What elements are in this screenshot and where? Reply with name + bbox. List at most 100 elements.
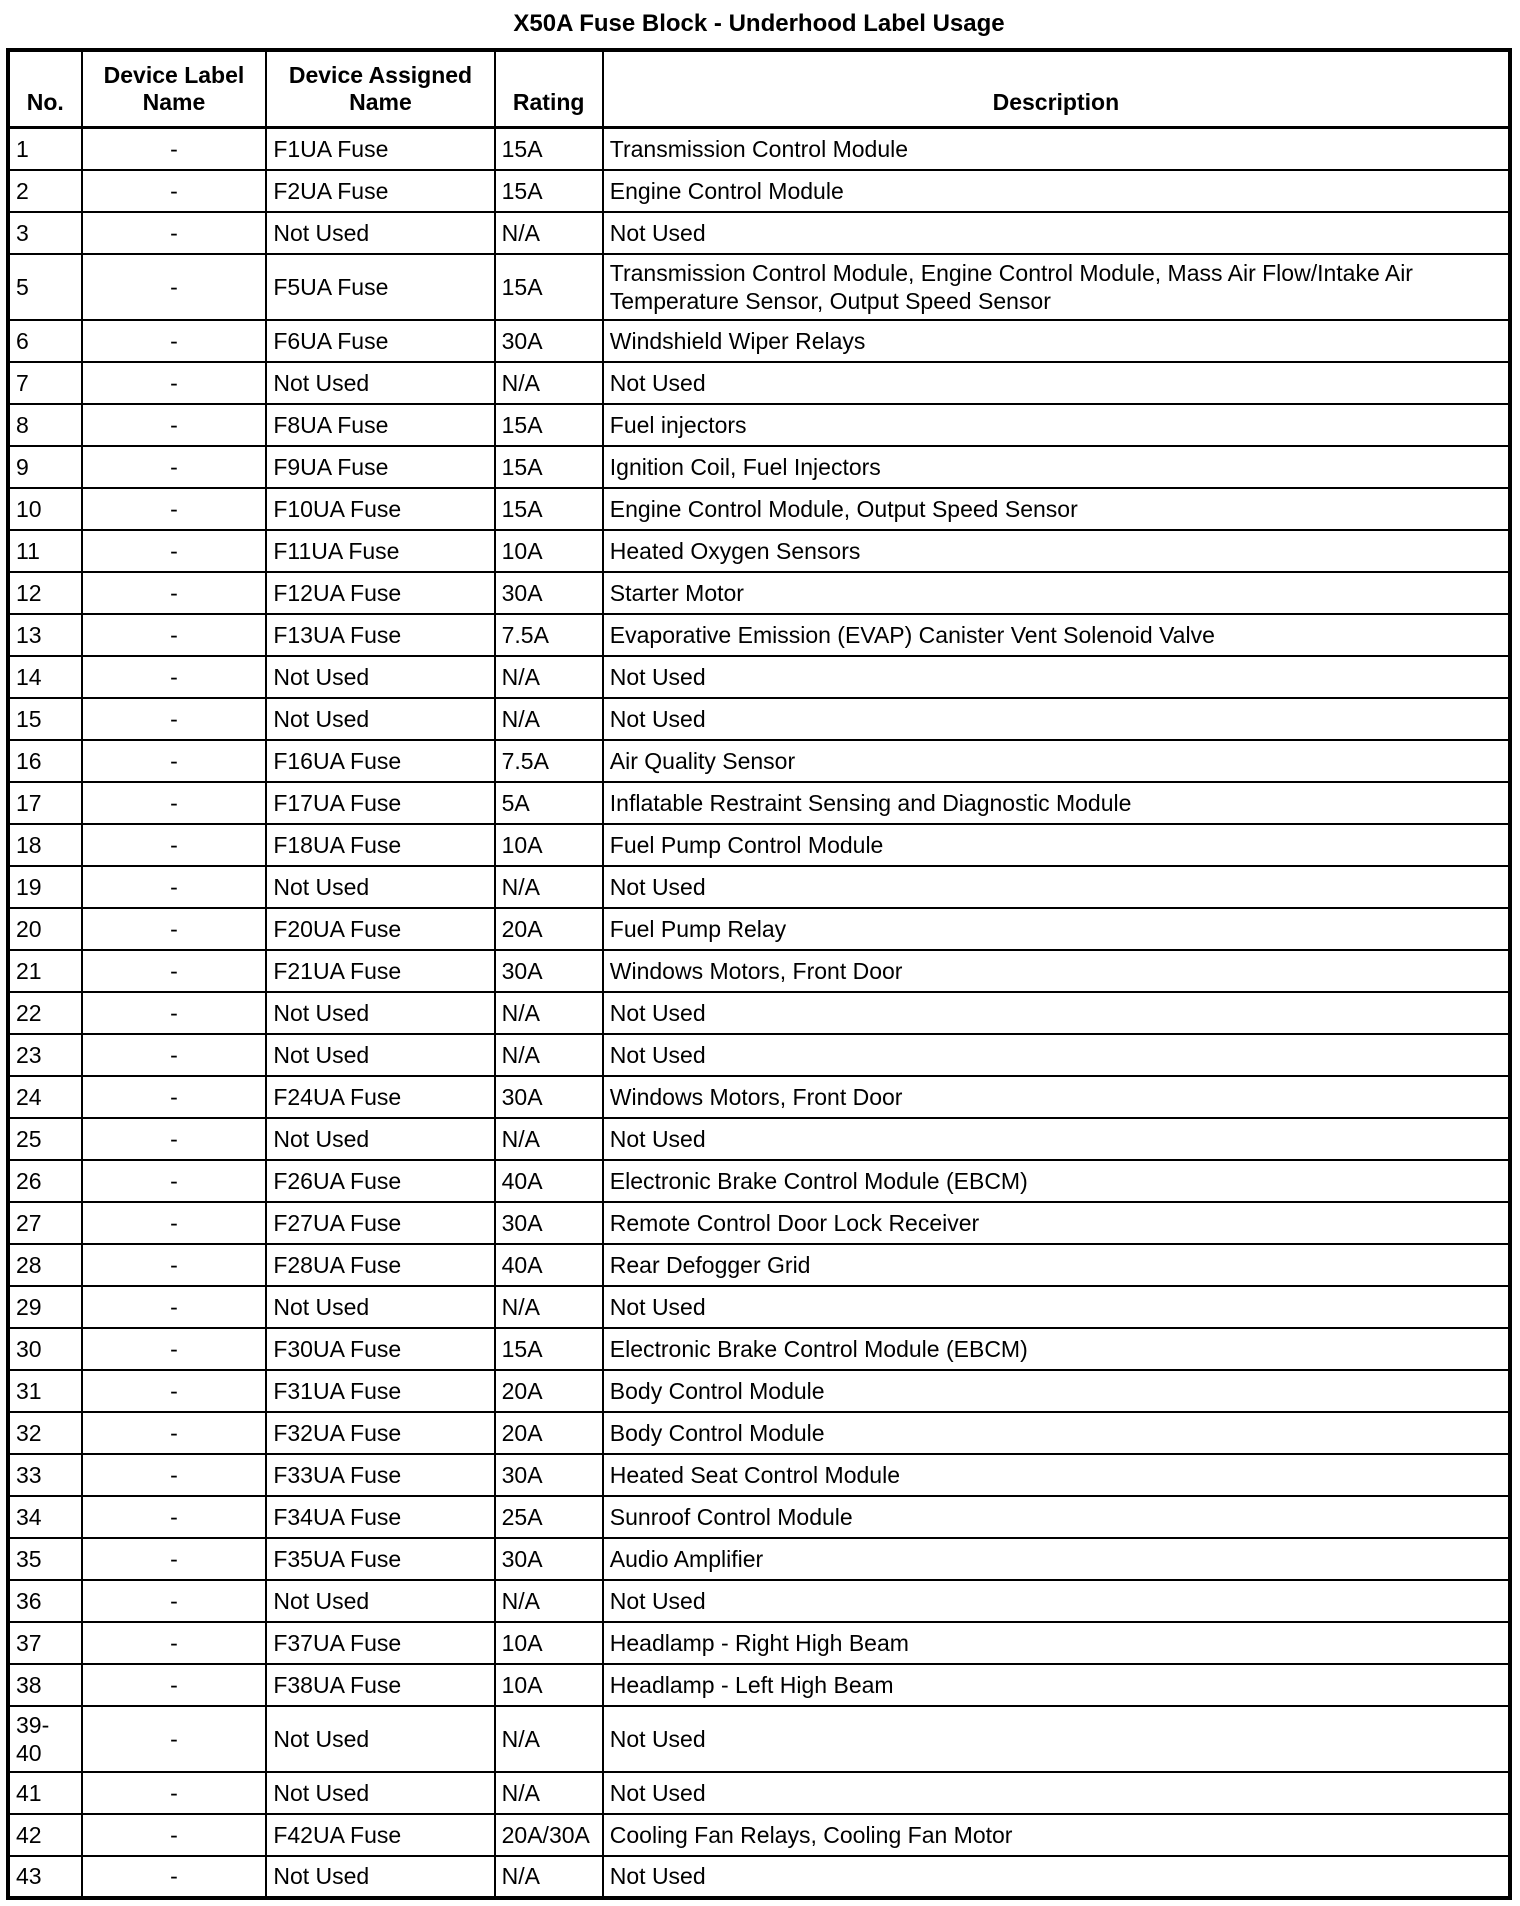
- cell-device-label-name: -: [80, 906, 268, 951]
- cell-description: Engine Control Module, Output Speed Sens…: [601, 486, 1512, 531]
- cell-device-label-name: -: [80, 1410, 268, 1455]
- cell-rating: 30A: [493, 948, 604, 993]
- cell-no: 2: [7, 168, 83, 213]
- table-row: 19- Not Used N/A Not Used: [7, 864, 1512, 909]
- cell-rating: 10A: [493, 822, 604, 867]
- cell-no: 22: [7, 990, 83, 1035]
- cell-device-assigned-name: F6UA Fuse: [265, 318, 496, 363]
- cell-no: 9: [7, 444, 83, 489]
- cell-device-label-name: -: [80, 444, 268, 489]
- cell-no: 38: [7, 1662, 83, 1707]
- table-row: 24- F24UA Fuse 30A Windows Motors, Front Do…: [7, 1074, 1512, 1119]
- cell-rating: N/A: [493, 210, 604, 255]
- cell-description: Heated Seat Control Module: [601, 1452, 1512, 1497]
- cell-device-assigned-name: F1UA Fuse: [265, 126, 496, 171]
- cell-device-assigned-name: Not Used: [265, 990, 496, 1035]
- cell-device-assigned-name: F21UA Fuse: [265, 948, 496, 993]
- cell-description: Not Used: [601, 1116, 1512, 1161]
- cell-device-label-name: -: [80, 696, 268, 741]
- cell-no: 11: [7, 528, 83, 573]
- table-row: 36- Not Used N/A Not Used: [7, 1578, 1512, 1623]
- cell-no: 20: [7, 906, 83, 951]
- cell-no: 27: [7, 1200, 83, 1245]
- page-title: X50A Fuse Block - Underhood Label Usage: [513, 10, 1005, 37]
- cell-device-label-name: -: [80, 1368, 268, 1413]
- cell-device-label-name: -: [80, 864, 268, 909]
- table-row: 9- F9UA Fuse 15A Ignition Coil, Fuel Inject…: [7, 444, 1512, 489]
- header-device-label-name: Device Label Name: [80, 49, 268, 129]
- table-row: 43- Not Used N/A Not Used: [7, 1854, 1512, 1899]
- table-row: 38- F38UA Fuse 10A Headlamp - Left High Bea…: [7, 1662, 1512, 1707]
- table-row: 3- Not Used N/A Not Used: [7, 210, 1512, 255]
- cell-no: 31: [7, 1368, 83, 1413]
- table-row: 11- F11UA Fuse 10A Heated Oxygen Sensors: [7, 528, 1512, 573]
- cell-description: Air Quality Sensor: [601, 738, 1512, 783]
- cell-description: Not Used: [601, 1032, 1512, 1077]
- cell-no: 1: [7, 126, 83, 171]
- table-row: 18- F18UA Fuse 10A Fuel Pump Control Module: [7, 822, 1512, 867]
- cell-device-label-name: -: [80, 1452, 268, 1497]
- table-row: 6- F6UA Fuse 30A Windshield Wiper Relays: [7, 318, 1512, 363]
- cell-device-label-name: -: [80, 1854, 268, 1899]
- cell-rating: N/A: [493, 1116, 604, 1161]
- table-row: 13- F13UA Fuse 7.5A Evaporative Emission (E…: [7, 612, 1512, 657]
- cell-no: 32: [7, 1410, 83, 1455]
- cell-rating: N/A: [493, 1032, 604, 1077]
- table-row: 20- F20UA Fuse 20A Fuel Pump Relay: [7, 906, 1512, 951]
- cell-no: 43: [7, 1854, 83, 1899]
- cell-rating: N/A: [493, 1578, 604, 1623]
- cell-device-assigned-name: Not Used: [265, 360, 496, 405]
- cell-description: Electronic Brake Control Module (EBCM): [601, 1326, 1512, 1371]
- cell-rating: 30A: [493, 1536, 604, 1581]
- table-row: 41- Not Used N/A Not Used: [7, 1770, 1512, 1815]
- cell-rating: N/A: [493, 1704, 604, 1773]
- cell-device-assigned-name: F26UA Fuse: [265, 1158, 496, 1203]
- cell-device-assigned-name: F42UA Fuse: [265, 1812, 496, 1857]
- cell-device-assigned-name: F11UA Fuse: [265, 528, 496, 573]
- table-row: 32- F32UA Fuse 20A Body Control Module: [7, 1410, 1512, 1455]
- cell-description: Not Used: [601, 654, 1512, 699]
- cell-device-label-name: -: [80, 822, 268, 867]
- header-device-assigned-name: Device Assigned Name: [265, 49, 496, 129]
- cell-description: Not Used: [601, 1578, 1512, 1623]
- cell-device-assigned-name: Not Used: [265, 1032, 496, 1077]
- cell-no: 15: [7, 696, 83, 741]
- table-row: 30- F30UA Fuse 15A Electronic Brake Control…: [7, 1326, 1512, 1371]
- cell-no: 42: [7, 1812, 83, 1857]
- cell-rating: 40A: [493, 1242, 604, 1287]
- cell-device-label-name: -: [80, 570, 268, 615]
- cell-device-label-name: -: [80, 948, 268, 993]
- table-row: 37- F37UA Fuse 10A Headlamp - Right High Be…: [7, 1620, 1512, 1665]
- cell-description: Cooling Fan Relays, Cooling Fan Motor: [601, 1812, 1512, 1857]
- cell-device-assigned-name: Not Used: [265, 864, 496, 909]
- cell-rating: N/A: [493, 696, 604, 741]
- cell-device-label-name: -: [80, 1704, 268, 1773]
- cell-rating: 15A: [493, 168, 604, 213]
- cell-description: Fuel Pump Control Module: [601, 822, 1512, 867]
- cell-rating: N/A: [493, 1770, 604, 1815]
- cell-no: 14: [7, 654, 83, 699]
- cell-description: Transmission Control Module: [601, 126, 1512, 171]
- table-row: 27- F27UA Fuse 30A Remote Control Door Lock…: [7, 1200, 1512, 1245]
- cell-no: 34: [7, 1494, 83, 1539]
- cell-description: Electronic Brake Control Module (EBCM): [601, 1158, 1512, 1203]
- cell-no: 30: [7, 1326, 83, 1371]
- cell-rating: 7.5A: [493, 738, 604, 783]
- cell-description: Headlamp - Left High Beam: [601, 1662, 1512, 1707]
- cell-rating: 20A: [493, 1410, 604, 1455]
- cell-no: 37: [7, 1620, 83, 1665]
- cell-description: Evaporative Emission (EVAP) Canister Ven…: [601, 612, 1512, 657]
- cell-description: Not Used: [601, 360, 1512, 405]
- header-description: Description: [601, 49, 1512, 129]
- table-row: 8- F8UA Fuse 15A Fuel injectors: [7, 402, 1512, 447]
- cell-description: Headlamp - Right High Beam: [601, 1620, 1512, 1665]
- cell-no: 13: [7, 612, 83, 657]
- cell-description: Not Used: [601, 990, 1512, 1035]
- cell-description: Fuel Pump Relay: [601, 906, 1512, 951]
- table-row: 31- F31UA Fuse 20A Body Control Module: [7, 1368, 1512, 1413]
- cell-device-assigned-name: F8UA Fuse: [265, 402, 496, 447]
- cell-description: Not Used: [601, 1704, 1512, 1773]
- cell-rating: 40A: [493, 1158, 604, 1203]
- cell-description: Not Used: [601, 696, 1512, 741]
